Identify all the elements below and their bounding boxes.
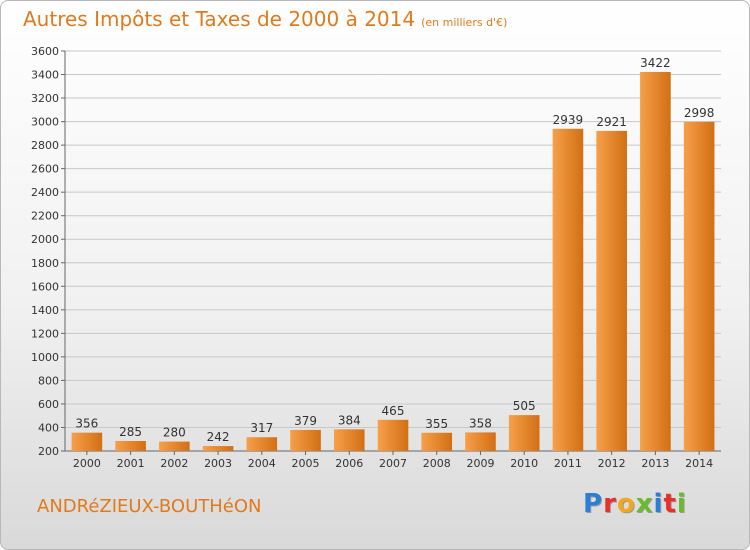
data-label: 242	[207, 430, 230, 444]
bar-2012	[596, 130, 627, 451]
data-labels: 356 285 280 242 317 379 384 465 355 358 505 2939 292…	[75, 56, 714, 444]
x-tick-label: 2012	[598, 457, 626, 470]
data-label: 356	[75, 417, 98, 431]
y-tick-label: 1800	[31, 257, 59, 270]
bar-2011	[552, 128, 584, 451]
bar-2002	[159, 441, 190, 451]
logo-letter: o	[616, 489, 636, 519]
y-tick-label: 2200	[31, 210, 59, 223]
y-tick-label: 800	[38, 374, 59, 387]
x-tick-label: 2008	[423, 457, 451, 470]
bar-2006	[333, 429, 365, 451]
y-tick-label: 1600	[31, 280, 59, 293]
y-tick-label: 3200	[31, 92, 59, 105]
x-tick-label: 2006	[335, 457, 363, 470]
logo-letter: P	[583, 489, 604, 519]
data-label: 2998	[684, 106, 715, 120]
logo-letter: r	[603, 489, 617, 519]
x-tick-label: 2009	[466, 457, 494, 470]
bar-2014	[683, 121, 715, 451]
data-label: 285	[119, 425, 142, 439]
y-tick-label: 1400	[31, 304, 59, 317]
y-tick-labels: 200 400 600 800 1000 1200 1400 1600 1800 2000 2200…	[31, 45, 59, 458]
data-label: 2921	[596, 115, 627, 129]
logo-letter: i	[676, 489, 687, 519]
chart-title-text: Autres Impôts et Taxes de 2000 à 2014	[23, 7, 416, 31]
data-label: 465	[382, 404, 405, 418]
data-label: 3422	[640, 56, 671, 70]
logo-letter: x	[635, 489, 654, 519]
bar-2013	[640, 71, 671, 452]
data-label: 355	[425, 417, 448, 431]
data-label: 2939	[553, 113, 584, 127]
x-tick-label: 2011	[554, 457, 582, 470]
data-label: 317	[250, 421, 273, 435]
x-tick-label: 2010	[510, 457, 538, 470]
logo-letter: t	[663, 489, 677, 519]
x-tick-label: 2007	[379, 457, 407, 470]
bar-2010	[508, 415, 540, 451]
x-tick-label: 2001	[117, 457, 145, 470]
x-tick-label: 2000	[73, 457, 101, 470]
y-tick-label: 3000	[31, 116, 59, 129]
y-tick-label: 1000	[31, 351, 59, 364]
y-tick-label: 2800	[31, 139, 59, 152]
y-tick-label: 1200	[31, 327, 59, 340]
y-tick-label: 400	[38, 421, 59, 434]
bar-2007	[377, 419, 409, 451]
x-tick-label: 2005	[292, 457, 320, 470]
chart-unit: (en milliers d'€)	[421, 16, 508, 29]
commune-name: ANDRéZIEUX-BOUTHéON	[37, 496, 262, 517]
bar-2005	[290, 429, 321, 451]
bars	[71, 71, 715, 452]
y-tick-label: 600	[38, 398, 59, 411]
y-tick-label: 2600	[31, 163, 59, 176]
y-tick-label: 200	[38, 445, 59, 458]
proxiti-logo: Proxiti	[583, 489, 687, 519]
x-tick-labels: 2000 2001 2002 2003 2004 2005 2006 2007 2008 2009…	[73, 451, 713, 470]
x-tick-label: 2002	[160, 457, 188, 470]
x-tick-label: 2014	[685, 457, 713, 470]
x-tick-label: 2004	[248, 457, 276, 470]
bar-2000	[71, 432, 103, 451]
data-label: 358	[469, 416, 492, 430]
data-label: 505	[513, 399, 536, 413]
data-label: 280	[163, 426, 186, 440]
bar-2003	[202, 446, 234, 451]
bar-2008	[421, 432, 453, 451]
y-tick-label: 3400	[31, 69, 59, 82]
data-label: 379	[294, 414, 317, 428]
logo-letter: i	[653, 489, 664, 519]
data-label: 384	[338, 413, 361, 427]
bar-2004	[246, 437, 278, 451]
bar-2001	[115, 441, 146, 451]
y-tick-label: 3600	[31, 45, 59, 58]
chart-title: Autres Impôts et Taxes de 2000 à 2014 (en…	[23, 7, 507, 31]
x-tick-label: 2013	[641, 457, 669, 470]
y-tick-label: 2000	[31, 233, 59, 246]
x-tick-label: 2003	[204, 457, 232, 470]
y-tick-label: 2400	[31, 186, 59, 199]
bar-2009	[465, 432, 496, 451]
